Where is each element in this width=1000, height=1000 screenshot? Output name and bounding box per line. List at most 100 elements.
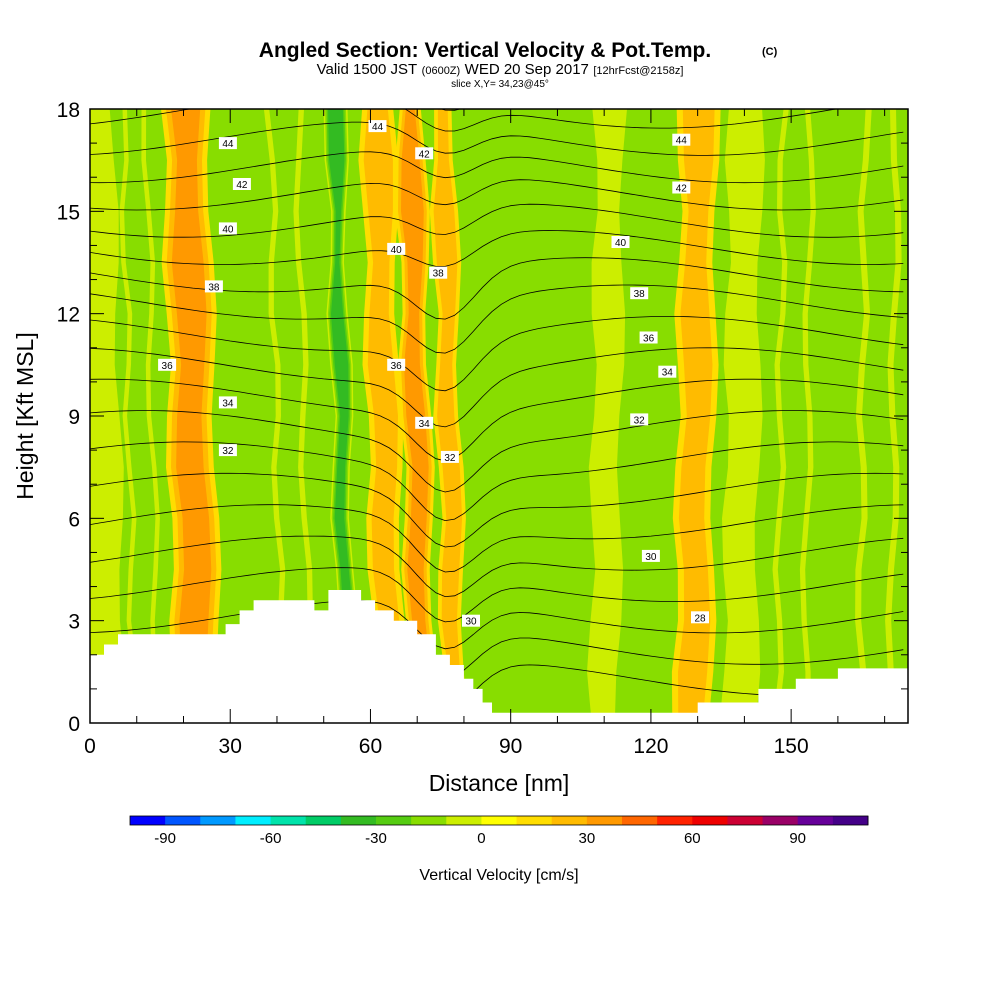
svg-text:44: 44	[222, 139, 234, 150]
colorbar-swatch	[481, 816, 518, 825]
contour-line	[90, 567, 904, 623]
svg-text:32: 32	[222, 446, 234, 457]
velocity-region	[401, 109, 434, 723]
colorbar-swatch	[235, 816, 272, 825]
contour-label: 44	[368, 120, 387, 133]
colorbar-swatch	[551, 816, 588, 825]
velocity-region	[363, 109, 403, 723]
colorbar-swatch	[165, 816, 201, 825]
contour-label: 36	[387, 358, 406, 372]
contour-label: 40	[387, 242, 406, 256]
velocity-region	[719, 109, 765, 723]
contour-label: 38	[429, 266, 448, 280]
terrain-mask	[90, 590, 908, 723]
svg-text:34: 34	[419, 419, 431, 430]
chart-title: Angled Section: Vertical Velocity & Pot.…	[259, 39, 711, 62]
colorbar-swatch	[411, 816, 447, 825]
colorbar-swatch	[305, 816, 342, 825]
colorbar-swatch	[727, 816, 764, 825]
contour-label: 30	[462, 614, 480, 628]
contour-line	[90, 600, 904, 650]
contour-label: 42	[232, 178, 251, 191]
colorbar-swatch	[270, 816, 307, 825]
colorbar-tick-label: 30	[579, 830, 596, 847]
contour-label: 34	[658, 365, 677, 379]
slice-label: slice X,Y= 34,23@45°	[451, 79, 549, 90]
colorbar-tick-labels: -90 -60 -30 0 30 60 90	[154, 830, 806, 847]
y-tick-label: 9	[68, 406, 80, 429]
colorbar-tick-label: 90	[789, 830, 806, 847]
contour-label: 28	[691, 611, 709, 624]
svg-text:40: 40	[391, 245, 403, 256]
contour-line	[90, 230, 904, 267]
svg-text:36: 36	[162, 361, 174, 372]
velocity-region	[777, 109, 811, 723]
y-tick-label: 12	[57, 304, 80, 327]
contour-label: 32	[630, 413, 649, 426]
x-axis-label: Distance [nm]	[429, 770, 570, 796]
colorbar-tick-label: -30	[365, 830, 387, 847]
svg-text:44: 44	[676, 136, 688, 147]
svg-text:38: 38	[634, 289, 646, 300]
svg-text:42: 42	[236, 180, 248, 191]
contour-line	[90, 347, 904, 428]
contour-label: 44	[218, 137, 237, 150]
colorbar-tick-label: 60	[684, 830, 701, 847]
contour-label: 38	[204, 280, 223, 293]
svg-text:36: 36	[643, 334, 655, 345]
y-tick-label: 0	[68, 713, 80, 736]
colorbar-swatch	[446, 816, 482, 825]
svg-text:42: 42	[419, 149, 431, 160]
svg-text:38: 38	[208, 282, 220, 293]
potential-temperature-contours	[90, 109, 904, 711]
colorbar	[129, 815, 869, 826]
x-tick-label: 150	[774, 735, 809, 758]
contour-line	[90, 257, 904, 320]
svg-text:34: 34	[222, 398, 234, 409]
y-tick-label: 18	[57, 99, 80, 122]
contour-line	[90, 504, 904, 573]
contour-line	[90, 316, 904, 392]
velocity-region	[678, 109, 715, 723]
contour-line	[90, 284, 904, 354]
colorbar-swatch	[376, 816, 412, 825]
contour-line	[90, 151, 904, 184]
svg-text:34: 34	[662, 368, 674, 379]
svg-text:32: 32	[634, 415, 646, 426]
contour-line	[90, 535, 904, 598]
colorbar-swatch	[130, 816, 166, 825]
y-tick-labels: 0 3 6 9 12 15 18	[57, 99, 80, 736]
subtitle-forecast: [12hrFcst@2158z]	[593, 65, 683, 77]
contour-label: 30	[641, 549, 660, 563]
x-tick-labels: 0 30 60 90 120 150	[84, 735, 809, 758]
svg-text:38: 38	[433, 269, 445, 280]
contour-line	[90, 441, 904, 522]
contour-label: 38	[630, 287, 649, 300]
colorbar-swatch	[762, 816, 799, 825]
velocity-background	[90, 109, 908, 723]
colorbar-swatch	[586, 816, 623, 825]
x-tick-label: 60	[359, 735, 382, 758]
contour-label: 36	[158, 358, 177, 372]
velocity-region	[124, 109, 158, 723]
contour-label: 44	[672, 133, 691, 147]
svg-text:30: 30	[465, 617, 477, 628]
contour-line	[90, 109, 839, 132]
contour-line	[90, 410, 904, 493]
svg-text:40: 40	[615, 238, 627, 249]
svg-text:30: 30	[645, 552, 657, 563]
svg-text:36: 36	[391, 361, 403, 372]
contour-label: 36	[639, 331, 658, 345]
colorbar-swatch	[657, 816, 693, 825]
colorbar-frame	[129, 815, 869, 826]
colorbar-title: Vertical Velocity [cm/s]	[419, 867, 578, 884]
chart-title-units: (C)	[762, 46, 778, 58]
colorbar-tick-label: 0	[477, 830, 485, 847]
subtitle-date: WED 20 Sep 2017	[465, 61, 589, 78]
y-tick-label: 3	[68, 611, 80, 634]
contour-line	[90, 378, 904, 462]
contour-line	[90, 203, 904, 238]
contour-label: 34	[415, 416, 434, 430]
velocity-region	[171, 109, 212, 723]
